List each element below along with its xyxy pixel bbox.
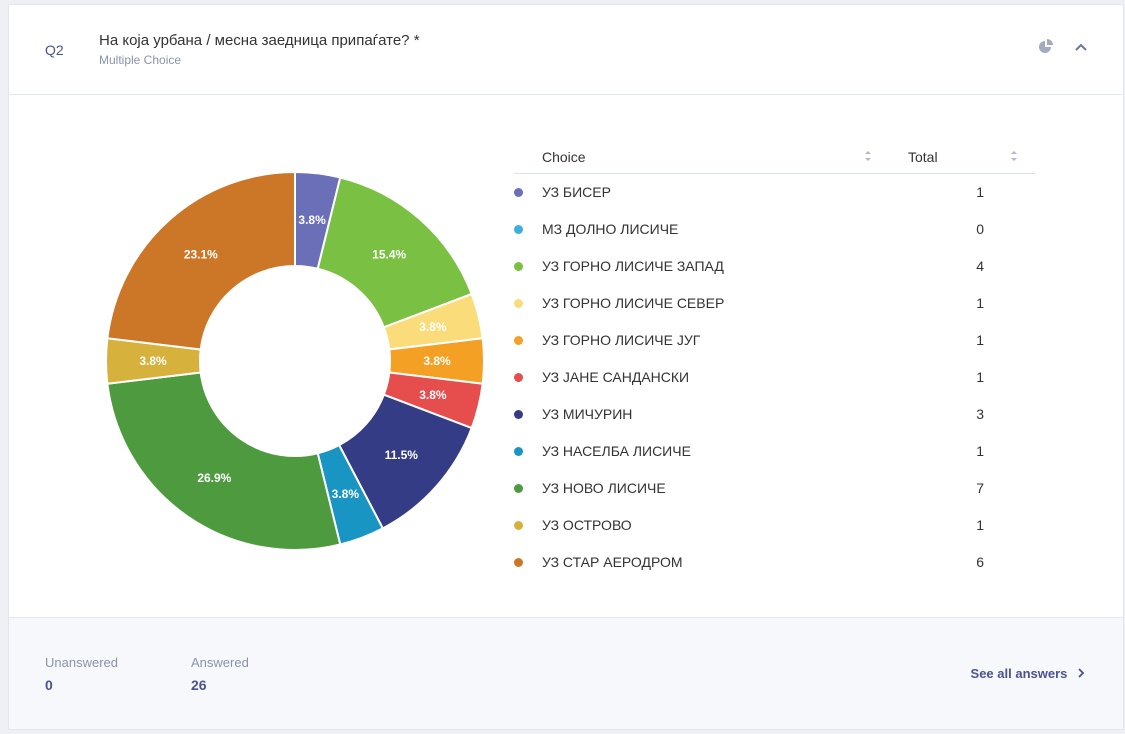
slice-label: 23.1% [184,248,218,262]
table-row: УЗ НАСЕЛБА ЛИСИЧЕ 1 [514,433,1035,470]
slice-label: 26.9% [197,471,231,485]
legend-dot [514,521,523,530]
choice-total: 3 [976,406,984,422]
legend-dot [514,558,523,567]
legend-dot [514,188,523,197]
table-row: УЗ ГОРНО ЛИСИЧЕ СЕВЕР 1 [514,285,1035,322]
pie-chart-icon[interactable] [1037,38,1055,56]
choice-total: 4 [976,258,984,274]
choice-total: 1 [976,332,984,348]
pie-slice[interactable] [106,371,342,551]
unanswered-value: 0 [45,677,53,693]
sort-arrows-icon[interactable] [864,148,872,164]
choice-total: 7 [976,480,984,496]
choice-total: 1 [976,443,984,459]
choice-label: УЗ ЈАНЕ САНДАНСКИ [542,369,690,385]
slice-label: 3.8% [139,354,167,368]
choice-label: УЗ ГОРНО ЛИСИЧЕ СЕВЕР [542,295,725,311]
legend-dot [514,299,523,308]
slice-label: 3.8% [423,354,451,368]
see-all-label: See all answers [970,666,1068,681]
choice-total: 1 [976,295,984,311]
legend-dot [514,373,523,382]
donut-chart: 3.8% 15.4% 3.8% 3.8% 3.8% 11.5% 3.8% 26.9% 3.8% 2… [105,170,485,551]
choice-label: МЗ ДОЛНО ЛИСИЧЕ [542,221,679,237]
chevron-right-icon [1077,666,1085,681]
legend-dot [514,336,523,345]
table-row: УЗ ЈАНЕ САНДАНСКИ 1 [514,359,1035,396]
legend-dot [514,410,523,419]
header-total[interactable]: Total [908,149,938,165]
legend-dot [514,447,523,456]
legend-dot [514,484,523,493]
choice-label: УЗ БИСЕР [542,184,611,200]
legend-dot [514,262,523,271]
question-type: Multiple Choice [99,53,182,67]
pie-slice[interactable] [106,170,296,351]
table-row: МЗ ДОЛНО ЛИСИЧЕ 0 [514,211,1035,248]
slice-label: 15.4% [372,248,406,262]
slice-label: 3.8% [419,388,447,402]
choice-label: УЗ ГОРНО ЛИСИЧЕ ЗАПАД [542,258,724,274]
choice-total: 0 [976,221,984,237]
question-title: На која урбана / месна заедница припаѓат… [99,32,420,49]
table-row: УЗ ОСТРОВО 1 [514,507,1035,544]
table-row: УЗ БИСЕР 1 [514,174,1035,211]
answered-label: Answered [191,655,249,670]
choice-total: 6 [976,554,984,570]
slice-label: 3.8% [298,213,326,227]
slice-label: 3.8% [332,487,360,501]
choice-table: Choice Total УЗ БИСЕР 1 МЗ ДОЛНО ЛИСИЧЕ 0 УЗ… [514,139,1035,581]
table-row: УЗ ГОРНО ЛИСИЧЕ ЗАПАД 4 [514,248,1035,285]
slice-label: 3.8% [419,320,447,334]
sort-arrows-icon[interactable] [1010,148,1018,164]
choice-label: УЗ СТАР АЕРОДРОМ [542,554,683,570]
answered-value: 26 [191,677,207,693]
choice-label: УЗ НАСЕЛБА ЛИСИЧЕ [542,443,691,459]
choice-label: УЗ МИЧУРИН [542,406,633,422]
chevron-up-icon[interactable] [1072,38,1090,56]
choice-total: 1 [976,369,984,385]
see-all-answers-link[interactable]: See all answers [971,666,1085,681]
table-row: УЗ СТАР АЕРОДРОМ 6 [514,544,1035,581]
unanswered-label: Unanswered [45,655,118,670]
question-header: Q2 На која урбана / месна заедница припа… [9,5,1123,95]
choice-total: 1 [976,517,984,533]
question-card: Q2 На која урбана / месна заедница припа… [8,4,1124,730]
table-header: Choice Total [514,139,1035,174]
table-row: УЗ НОВО ЛИСИЧЕ 7 [514,470,1035,507]
table-body: УЗ БИСЕР 1 МЗ ДОЛНО ЛИСИЧЕ 0 УЗ ГОРНО ЛИСИЧЕ… [514,174,1035,581]
choice-label: УЗ ГОРНО ЛИСИЧЕ ЈУГ [542,332,701,348]
table-row: УЗ МИЧУРИН 3 [514,396,1035,433]
choice-label: УЗ ОСТРОВО [542,517,632,533]
legend-dot [514,225,523,234]
header-choice[interactable]: Choice [542,149,586,165]
slice-label: 11.5% [385,448,419,462]
footer: Unanswered 0 Answered 26 See all answers [9,617,1123,729]
question-number: Q2 [45,42,64,58]
choice-total: 1 [976,184,984,200]
table-row: УЗ ГОРНО ЛИСИЧЕ ЈУГ 1 [514,322,1035,359]
choice-label: УЗ НОВО ЛИСИЧЕ [542,480,666,496]
